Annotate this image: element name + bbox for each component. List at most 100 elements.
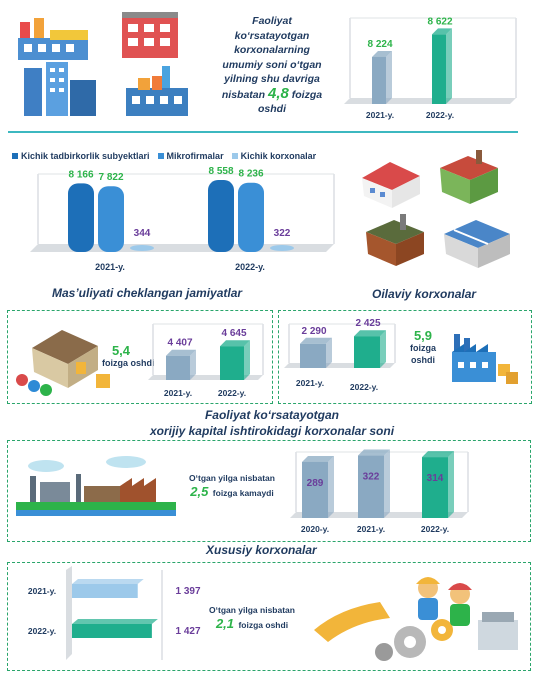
factory-icon <box>452 334 518 384</box>
data-label: 4 407 <box>167 338 192 349</box>
x-tick-label: 2022-y. <box>426 110 454 120</box>
foreign-box <box>7 440 531 542</box>
data-label: 2 425 <box>355 318 380 329</box>
farmhouse-icon <box>440 150 498 204</box>
total-enterprises-chart: 8 224 2021-y. 8 622 2022-y. <box>344 16 517 120</box>
x-tick-label: 2021-y. <box>164 388 192 398</box>
data-label: 322 <box>363 472 380 483</box>
data-label: 7 822 <box>98 172 123 183</box>
x-tick-label: 2022-y. <box>421 524 449 534</box>
header-text-line: umumiy soni o‘tgan <box>222 58 322 71</box>
private-section-title: Xususiy korxonalar <box>206 543 317 557</box>
legend-label: Kichik korxonalar <box>240 151 317 161</box>
private-note-line: 2,1 foizga oshdi <box>200 617 304 632</box>
warehouse-icon <box>16 330 110 396</box>
data-label: 8 622 <box>427 16 452 27</box>
foreign-note-text: O‘tgan yilga nisbatan <box>189 473 275 483</box>
small-business-legend: Kichik tadbirkorlik subyektlari Mikrofir… <box>12 151 316 161</box>
factory-icon <box>18 18 88 60</box>
foreign-note-text: foizga kamaydi <box>212 488 274 498</box>
bar <box>300 337 332 368</box>
llc-note: 5,4 foizga oshdi <box>102 343 155 370</box>
bar <box>270 245 294 251</box>
x-tick-label: 2022-y. <box>218 388 246 398</box>
foreign-title-line: xorijiy kapital ishtirokidagi korxonalar… <box>149 424 395 438</box>
foreign-section-title: Faoliyat ko‘rsatayotgan xorijiy kapital … <box>140 407 404 439</box>
legend-swatch <box>12 153 18 159</box>
x-tick-label: 2021-y. <box>296 378 324 388</box>
barrel-icon <box>40 384 52 396</box>
bar <box>72 579 144 598</box>
llc-chart: 4 407 2021-y. 4 645 2022-y. <box>148 323 264 398</box>
private-note-text: foizga oshdi <box>238 620 289 630</box>
legend-label: Mikrofirmalar <box>166 151 224 161</box>
legend-item: Kichik korxonalar <box>231 151 317 161</box>
data-label: 4 645 <box>221 328 246 339</box>
data-label: 8 236 <box>238 169 263 180</box>
bar <box>354 330 386 368</box>
bar <box>358 449 390 518</box>
chart-wall <box>66 566 72 660</box>
bar <box>68 183 94 252</box>
foreign-note-line: 2,5 foizga kamaydi <box>180 485 284 500</box>
private-note: O‘tgan yilga nisbatan 2,1 foizga oshdi <box>200 604 304 632</box>
header-text-line: yilning shu davriga <box>224 73 320 85</box>
factory-icon <box>122 12 178 58</box>
llc-note-text: foizga oshdi <box>102 358 155 368</box>
legend-item: Mikrofirmalar <box>157 151 224 161</box>
foreign-title-line: Faoliyat ko‘rsatayotgan <box>204 408 340 422</box>
private-percent-value: 2,1 <box>215 616 235 631</box>
header-text-line: nisbatan 4,8 foizga <box>210 84 334 103</box>
family-section-title: Oilaviy korxonalar <box>372 287 477 301</box>
llc-percent-value: 5,4 <box>111 343 131 358</box>
header-text-suffix: foizga <box>291 88 323 101</box>
bar <box>72 619 158 638</box>
foreign-capital-chart: 289 2020-y. 322 2021-y. 314 2022-y. <box>290 449 469 534</box>
header-text: Faoliyat ko‘rsatayotgan korxonalarning u… <box>210 14 334 117</box>
factory-icon <box>24 62 96 116</box>
llc-box <box>7 310 273 404</box>
header-text-prefix: nisbatan <box>221 88 266 101</box>
family-note: 5,9 foizga oshdi <box>404 328 442 366</box>
bar <box>98 186 124 252</box>
header-text-line: Faoliyat <box>252 15 292 27</box>
family-note-text: foizga <box>410 343 436 353</box>
factory-icon-group-top <box>18 12 188 116</box>
data-label: 8 558 <box>208 166 233 177</box>
section-divider <box>8 131 518 133</box>
data-label: 289 <box>307 478 324 489</box>
private-note-text: O‘tgan yilga nisbatan <box>209 605 295 615</box>
bar <box>302 455 334 518</box>
data-label: 1 397 <box>175 586 200 597</box>
engineers-gears-icon <box>314 577 518 661</box>
bar <box>372 50 392 104</box>
x-tick-label: 2021-y. <box>366 110 394 120</box>
legend-label: Kichik tadbirkorlik subyektlari <box>21 151 150 161</box>
bar <box>422 451 454 518</box>
legend-swatch <box>231 153 238 159</box>
family-percent-value: 5,9 <box>413 328 433 343</box>
data-label: 322 <box>274 228 291 239</box>
y-tick-label: 2021-y. <box>28 586 56 596</box>
x-tick-label: 2022-y. <box>350 382 378 392</box>
legend-swatch <box>157 153 164 159</box>
header-text-line: ko‘rsatayotgan <box>234 29 310 42</box>
legend-item: Kichik tadbirkorlik subyektlari <box>12 151 150 161</box>
bar <box>238 182 264 252</box>
data-label: 344 <box>134 228 151 239</box>
x-tick-label: 2022-y. <box>235 262 265 272</box>
x-tick-label: 2021-y. <box>357 524 385 534</box>
foreign-note: O‘tgan yilga nisbatan 2,5 foizga kamaydi <box>180 472 284 500</box>
header-text-line: oshdi <box>258 103 286 115</box>
bar <box>130 245 154 251</box>
bar <box>208 180 234 252</box>
gear-icon <box>375 643 393 661</box>
family-note-text: oshdi <box>411 355 435 365</box>
x-tick-label: 2021-y. <box>95 262 125 272</box>
barrel-icon <box>28 380 40 392</box>
factory-icon <box>126 66 188 116</box>
small-business-chart: 8 166 7 822 344 2021-y. 8 558 8 236 322 2022-y. <box>30 166 335 272</box>
header-percent-value: 4,8 <box>267 84 289 102</box>
y-tick-label: 2022-y. <box>28 626 56 636</box>
private-enterprises-chart: 2021-y. 1 397 2022-y. 1 427 <box>28 566 201 660</box>
